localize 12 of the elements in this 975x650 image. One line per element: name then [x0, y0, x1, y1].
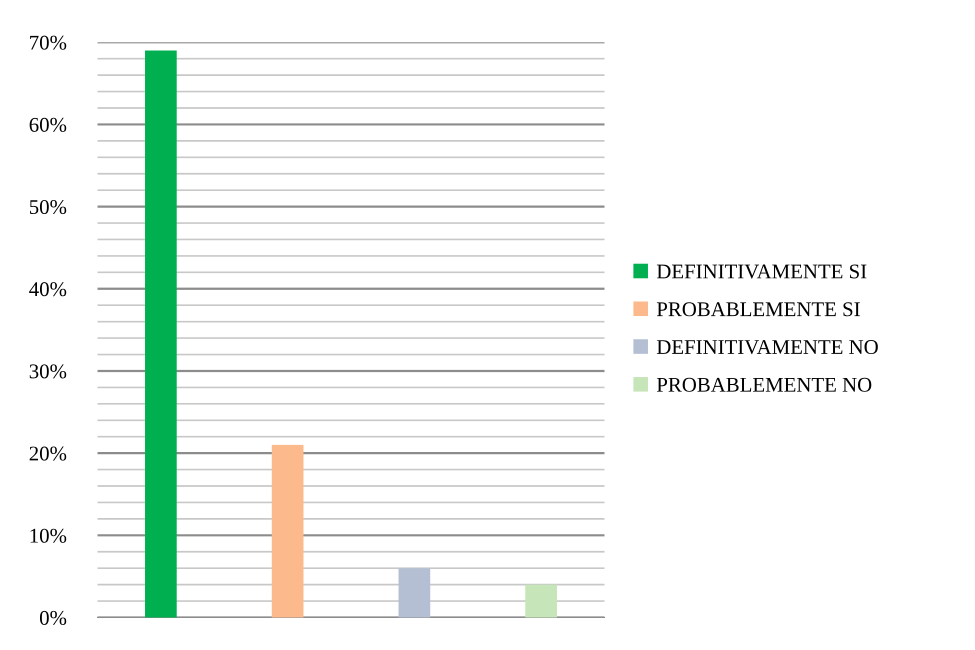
legend-label: DEFINITIVAMENTE SI [656, 264, 866, 279]
y-tick-label: 30% [30, 364, 66, 378]
y-tick-label: 0% [40, 610, 66, 625]
legend-label: PROBABLEMENTE SI [656, 302, 860, 316]
legend-label: PROBABLEMENTE NO [656, 378, 872, 392]
y-tick-label: 70% [30, 36, 66, 50]
y-tick-label: 50% [30, 200, 66, 214]
y-tick-label: 10% [30, 528, 66, 543]
legend-label: DEFINITIVAMENTE NO [656, 340, 878, 354]
y-tick-label: 20% [30, 446, 66, 461]
y-tick-label: 60% [30, 118, 66, 132]
y-tick-label: 40% [29, 282, 66, 296]
